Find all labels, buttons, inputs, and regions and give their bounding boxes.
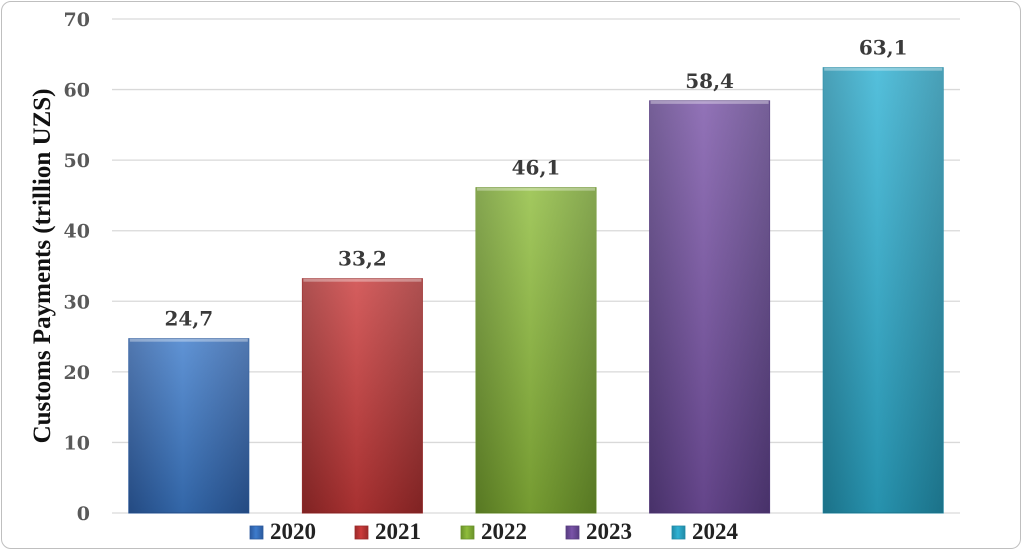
legend-item-2023: 2023 [565,519,632,544]
bar-shade [128,338,249,513]
legend-label: 2024 [692,519,739,544]
bar-shade [649,100,770,513]
legend-item-2024: 2024 [671,519,739,544]
y-tick-label: 30 [64,291,90,313]
bar-highlight [650,100,769,104]
bar-2023 [649,100,771,514]
legend-label: 2020 [270,519,316,544]
legend-swatch [354,525,369,540]
legend-item-2020: 2020 [249,519,316,544]
bar-highlight [303,278,422,282]
bar-shade [476,187,596,513]
y-axis-ticks: 0 10 20 30 40 50 60 70 [64,9,90,525]
y-tick-label: 0 [77,503,90,525]
legend: 2020 2021 2022 2023 2024 [249,519,739,544]
y-tick-label: 70 [64,9,90,31]
y-tick-label: 40 [64,221,90,243]
bar-shade [823,67,944,514]
bars [128,67,944,514]
legend-item-2022: 2022 [460,519,527,544]
data-label-2022: 46,1 [512,156,561,180]
bar-highlight [477,187,595,191]
bar-shade [302,278,423,513]
bar-2021 [301,278,423,514]
legend-swatch [671,525,686,540]
legend-swatch [460,525,475,540]
y-tick-label: 60 [64,80,90,102]
y-tick-label: 50 [64,150,90,172]
legend-item-2021: 2021 [354,519,421,544]
legend-swatch [565,525,580,540]
data-labels: 24,7 33,2 46,1 58,4 63,1 [164,36,907,331]
data-label-2020: 24,7 [164,307,213,331]
bar-2022 [475,187,597,514]
bar-highlight [824,67,943,71]
legend-swatch [249,525,264,540]
legend-label: 2022 [481,519,527,544]
bar-2024 [822,67,944,514]
bar-highlight [129,338,248,342]
y-axis-label: Customs Payments (trillion UZS) [29,89,56,444]
legend-label: 2023 [586,519,632,544]
y-tick-label: 20 [64,362,90,384]
legend-label: 2021 [375,519,421,544]
data-label-2024: 63,1 [859,36,908,60]
data-label-2023: 58,4 [685,69,734,93]
data-label-2021: 33,2 [338,247,387,271]
bar-2020 [128,338,250,514]
y-tick-label: 10 [64,432,90,454]
